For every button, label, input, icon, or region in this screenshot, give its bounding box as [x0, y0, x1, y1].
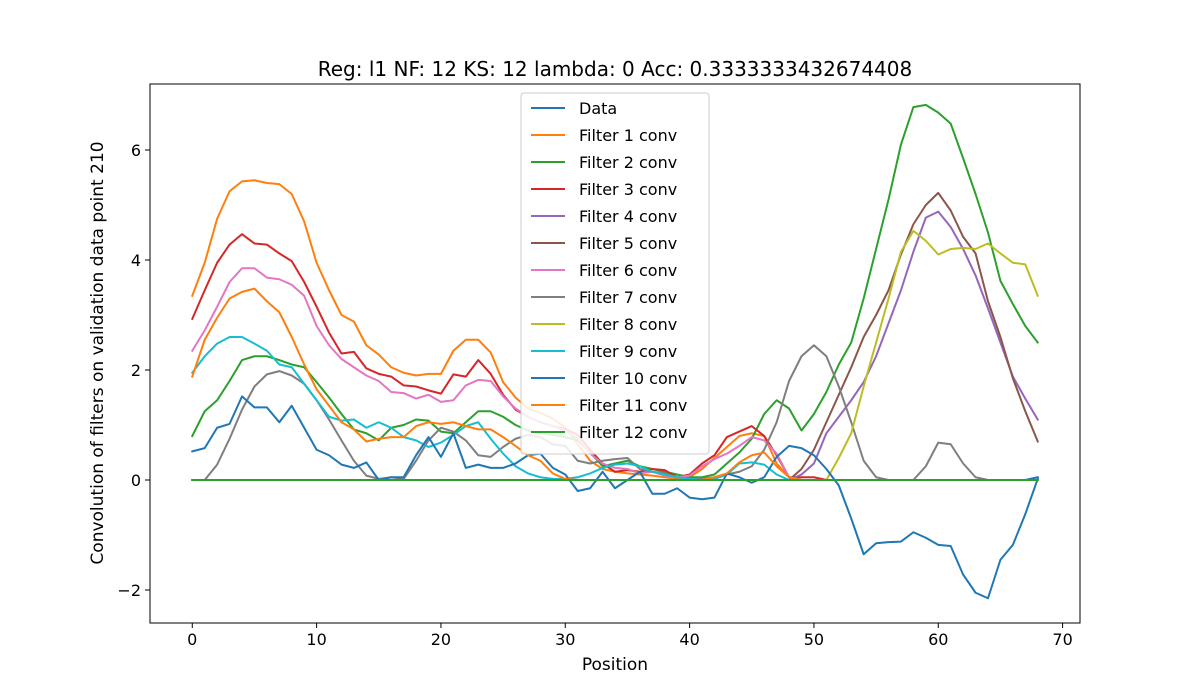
series-line-3: [190, 103, 1040, 479]
legend-label-10: Filter 9 conv: [579, 342, 677, 361]
legend-label-5: Filter 4 conv: [579, 207, 677, 226]
x-tick-label: 60: [928, 630, 948, 649]
legend-label-1: Data: [579, 99, 617, 118]
legend-label-2: Filter 1 conv: [579, 126, 677, 145]
legend-label-4: Filter 3 conv: [579, 180, 677, 199]
y-tick-label: 4: [131, 251, 141, 270]
x-tick-label: 70: [1052, 630, 1072, 649]
series-line-11: [191, 395, 1040, 600]
x-tick-label: 40: [679, 630, 699, 649]
legend-label-9: Filter 8 conv: [579, 315, 677, 334]
legend-box: [520, 92, 710, 455]
legend-label-7: Filter 6 conv: [579, 261, 677, 280]
series-layer: [190, 103, 1040, 600]
legend-label-6: Filter 5 conv: [579, 234, 677, 253]
y-axis-label: Convolution of filters on validation dat…: [88, 141, 108, 564]
x-axis-label: Position: [582, 655, 648, 675]
x-tick-label: 50: [804, 630, 824, 649]
legend-label-13: Filter 12 conv: [579, 423, 687, 442]
y-tick-label: 6: [131, 141, 141, 160]
x-tick-label: 10: [306, 630, 326, 649]
legend-label-3: Filter 2 conv: [579, 153, 677, 172]
y-tick-label: 0: [131, 471, 141, 490]
x-axis: 0 10 20 30 40 50 60 70: [187, 623, 1073, 649]
legend-label-11: Filter 10 conv: [579, 369, 687, 388]
legend-label-12: Filter 11 conv: [579, 396, 687, 415]
legend: Data Filter 1 conv Filter 2 conv Filter 3 c…: [520, 92, 710, 455]
chart-title: Reg: l1 NF: 12 KS: 12 lambda: 0 Acc: 0.3…: [318, 57, 912, 81]
x-tick-label: 20: [431, 630, 451, 649]
x-tick-label: 0: [187, 630, 197, 649]
legend-label-8: Filter 7 conv: [579, 288, 677, 307]
y-axis: −2 0 2 4 6: [117, 141, 150, 600]
y-tick-label: −2: [117, 581, 141, 600]
y-tick-label: 2: [131, 361, 141, 380]
plot-frame: [149, 83, 1081, 624]
x-tick-label: 30: [555, 630, 575, 649]
